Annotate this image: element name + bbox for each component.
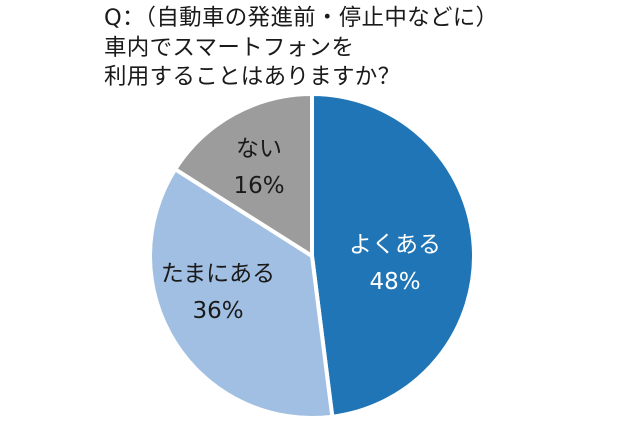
- question-line-2: 車内でスマートフォンを: [104, 34, 355, 61]
- pie-slice-3: [173, 92, 314, 258]
- slice-value-1: 48%: [369, 269, 420, 295]
- question-line-3: 利用することはありますか？: [104, 64, 401, 90]
- slice-label-3: ない: [236, 136, 282, 162]
- pie-slice-1: [310, 92, 476, 419]
- slice-value-2: 36%: [192, 298, 243, 324]
- slice-label-1: よくある: [349, 232, 441, 258]
- question-line-1: Q：（自動車の発進前・停止中などに）: [104, 5, 499, 31]
- question-title: Q：（自動車の発進前・停止中などに） 車内でスマートフォンを 利用することはあり…: [104, 4, 498, 93]
- pie-slice-2: [148, 167, 335, 420]
- slice-value-3: 16%: [233, 173, 284, 199]
- slice-label-2: たまにある: [161, 261, 275, 287]
